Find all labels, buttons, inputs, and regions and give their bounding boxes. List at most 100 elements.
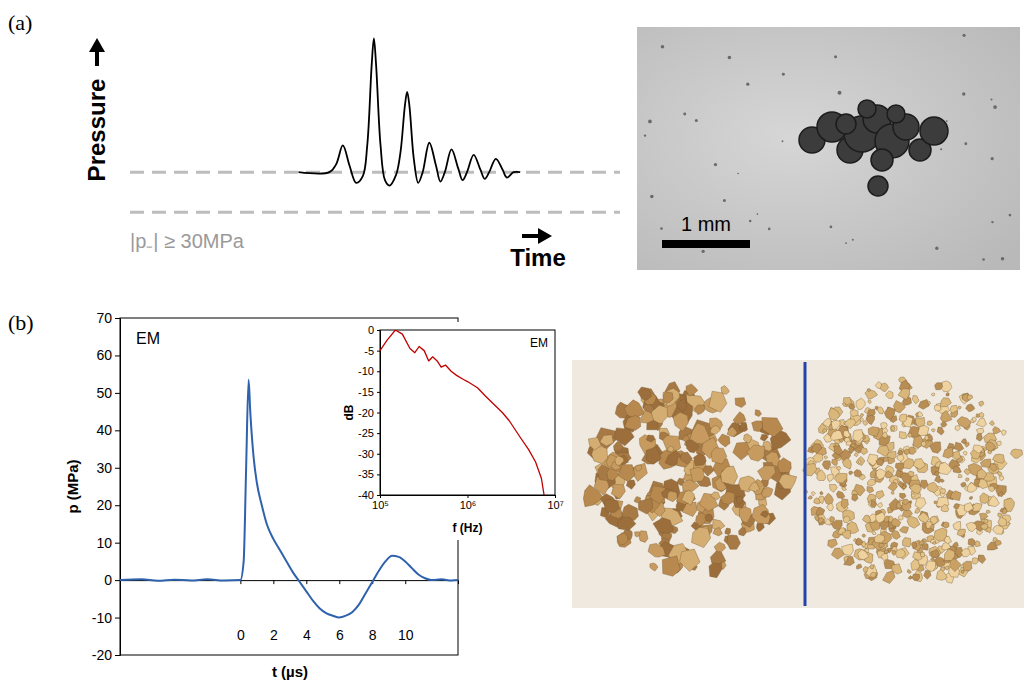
fragment bbox=[964, 503, 973, 512]
fragment bbox=[980, 493, 989, 504]
fragment bbox=[904, 449, 910, 455]
tick-label: 0 bbox=[368, 324, 374, 336]
fragment bbox=[641, 411, 653, 423]
fragment bbox=[844, 419, 856, 429]
arrow-head bbox=[89, 38, 105, 52]
fragment bbox=[965, 443, 969, 448]
tick: 10⁵ bbox=[372, 495, 389, 511]
fragment bbox=[912, 494, 916, 498]
tick-label: 60 bbox=[96, 347, 112, 363]
fragment bbox=[814, 498, 820, 504]
fragment bbox=[830, 516, 835, 522]
tick: 30 bbox=[96, 460, 120, 476]
fragment bbox=[735, 398, 746, 408]
fragment bbox=[681, 490, 694, 505]
fragment bbox=[934, 528, 947, 541]
fragment bbox=[912, 542, 917, 549]
tick: -5 bbox=[364, 345, 380, 357]
speck bbox=[964, 142, 967, 145]
fragment bbox=[918, 400, 929, 410]
fragment bbox=[954, 442, 964, 451]
reference-line bbox=[130, 211, 620, 214]
fragment bbox=[967, 483, 977, 493]
tick-mark bbox=[115, 318, 120, 319]
inset-background bbox=[340, 322, 566, 540]
fragment bbox=[931, 393, 934, 396]
fragment bbox=[936, 570, 947, 581]
speck bbox=[993, 105, 997, 109]
annotation: |p₋| ≥ 30MPa bbox=[130, 230, 245, 252]
fragment bbox=[677, 398, 687, 411]
tick-label: 10 bbox=[96, 535, 112, 551]
tick: 2 bbox=[270, 580, 278, 643]
fragment bbox=[1002, 509, 1007, 515]
fragment bbox=[961, 549, 970, 557]
fragment bbox=[834, 473, 847, 483]
fragment bbox=[978, 479, 988, 489]
fragment bbox=[876, 469, 885, 480]
fragment bbox=[978, 555, 985, 564]
fragment bbox=[883, 457, 888, 462]
fragment bbox=[898, 481, 904, 487]
fragment bbox=[618, 465, 635, 482]
axis-title: dB bbox=[342, 404, 356, 420]
fragment bbox=[607, 468, 619, 480]
tick-label: 0 bbox=[237, 627, 245, 643]
fragment bbox=[709, 562, 722, 578]
fragment bbox=[929, 546, 941, 558]
tick: 10 bbox=[398, 580, 414, 643]
fragment bbox=[934, 472, 939, 477]
fragment bbox=[648, 543, 665, 557]
tick-mark bbox=[555, 495, 556, 498]
bubble bbox=[920, 117, 948, 145]
fragment bbox=[682, 480, 699, 491]
fragment bbox=[902, 499, 909, 505]
axis-title: f (Hz) bbox=[453, 521, 483, 535]
speck bbox=[749, 220, 751, 222]
speck bbox=[650, 195, 654, 199]
fragment bbox=[686, 440, 699, 453]
tick-label: 70 bbox=[96, 310, 112, 326]
tick-mark bbox=[115, 468, 120, 469]
fragment bbox=[849, 404, 855, 410]
fragment bbox=[615, 456, 624, 466]
speck bbox=[834, 55, 837, 58]
fragment bbox=[953, 542, 959, 547]
fragment bbox=[709, 391, 727, 412]
tick-label: 6 bbox=[336, 627, 344, 643]
fragment bbox=[966, 404, 975, 412]
fragment bbox=[617, 517, 636, 530]
fragment bbox=[963, 561, 972, 570]
tick-mark bbox=[380, 495, 381, 498]
tick-mark bbox=[377, 351, 380, 352]
fragment bbox=[898, 515, 903, 520]
tick: 0 bbox=[237, 580, 245, 643]
fragment bbox=[638, 387, 652, 401]
fragment bbox=[931, 549, 939, 558]
bubble bbox=[836, 114, 856, 134]
fragment bbox=[979, 412, 984, 417]
tick: 10⁶ bbox=[460, 495, 477, 511]
fragment bbox=[690, 467, 705, 481]
fragment bbox=[667, 491, 677, 502]
fragment bbox=[778, 458, 791, 473]
fragment bbox=[989, 496, 1000, 507]
fragment bbox=[841, 499, 848, 509]
fragment bbox=[650, 563, 658, 571]
fragment bbox=[850, 410, 858, 417]
fragment bbox=[828, 539, 838, 548]
y-axis: -20-10010203040506070 bbox=[92, 310, 121, 663]
fragment bbox=[856, 456, 865, 465]
axis-title: Pressure bbox=[83, 79, 110, 182]
fragment bbox=[868, 427, 879, 437]
speck bbox=[962, 92, 965, 95]
axis-title: t (µs) bbox=[272, 663, 308, 680]
fragment bbox=[862, 534, 866, 537]
fragment bbox=[941, 381, 952, 392]
fragment bbox=[633, 463, 648, 481]
fragment bbox=[938, 462, 952, 474]
panel-label: (b) bbox=[8, 310, 34, 335]
fragment bbox=[957, 417, 971, 429]
fragment bbox=[985, 442, 995, 452]
fragment bbox=[718, 434, 730, 447]
